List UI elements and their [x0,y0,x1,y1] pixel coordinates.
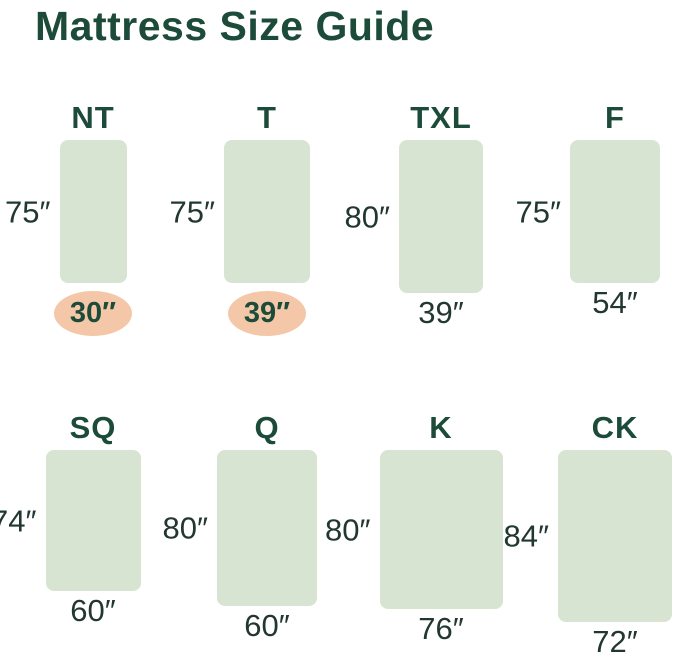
mattress-cell-nt: NT 75″ 30″ [5,100,180,336]
mattress-figure: 75″ [516,140,660,283]
mattress-width-highlight: 30″ [54,291,132,336]
mattress-width-label: 54″ [592,285,638,320]
mattress-figure: 80″ [325,450,503,609]
mattress-cell-q: Q 80″ 60″ [163,410,354,656]
mattress-rect [45,450,141,591]
mattress-figure: 75″ [170,140,310,283]
mattress-cell-t: T 75″ 39″ [170,100,354,336]
mattress-length-label: 84″ [503,518,549,554]
mattress-figure: 80″ [163,450,317,606]
mattress-width-label: 76″ [418,611,464,646]
mattress-code-label: NT [71,100,115,135]
mattress-rect [399,140,483,293]
mattress-figure: 74″ [0,450,141,591]
mattress-width-highlight: 39″ [228,291,306,336]
mattress-width-label: 60″ [244,608,290,643]
mattress-rect [59,140,127,283]
mattress-length-label: 75″ [515,194,561,229]
mattress-rect [379,450,503,609]
mattress-length-label: 75″ [169,194,215,229]
size-row-bottom: SQ 74″ 60″ Q 80″ 60″ K 80″ 76″ CK [0,410,679,658]
mattress-rect [224,140,310,283]
mattress-length-label: 74″ [0,503,37,538]
mattress-rect [570,140,660,283]
mattress-code-label: Q [254,410,280,445]
mattress-code-label: TXL [410,100,472,135]
mattress-width-label: 60″ [70,593,116,628]
mattress-figure: 84″ [504,450,672,622]
page-title: Mattress Size Guide [35,3,435,49]
mattress-length-label: 80″ [162,510,208,546]
mattress-width-label: 72″ [592,624,638,658]
mattress-length-label: 80″ [325,512,371,547]
mattress-cell-txl: TXL 80″ 39″ [345,100,528,336]
mattress-code-label: T [257,100,277,135]
mattress-length-label: 80″ [344,199,390,234]
mattress-figure: 75″ [5,140,127,283]
mattress-code-label: F [605,100,625,135]
mattress-code-label: CK [591,410,639,445]
mattress-width-label: 39″ [418,295,464,330]
mattress-cell-f: F 75″ 54″ [516,100,679,336]
mattress-code-label: SQ [69,410,117,445]
mattress-rect [217,450,317,606]
mattress-rect [558,450,672,622]
mattress-cell-sq: SQ 74″ 60″ [0,410,180,656]
size-row-top: NT 75″ 30″ T 75″ 39″ TXL 80″ 39″ F [0,100,679,336]
mattress-figure: 80″ [345,140,483,293]
mattress-cell-k: K 80″ 76″ [325,410,528,656]
mattress-length-label: 75″ [5,194,51,229]
mattress-cell-ck: CK 84″ 72″ [504,410,679,658]
mattress-code-label: K [429,410,453,445]
